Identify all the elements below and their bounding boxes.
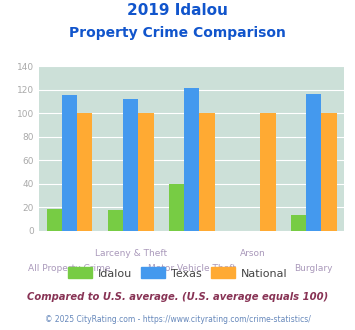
Bar [77,113,92,231]
Text: Property Crime Comparison: Property Crime Comparison [69,26,286,40]
Bar [47,209,62,231]
Legend: Idalou, Texas, National: Idalou, Texas, National [63,263,292,283]
Bar [291,214,306,231]
Text: 2019 Idalou: 2019 Idalou [127,3,228,18]
Text: Compared to U.S. average. (U.S. average equals 100): Compared to U.S. average. (U.S. average … [27,292,328,302]
Bar [169,184,184,231]
Text: Larceny & Theft: Larceny & Theft [94,249,167,258]
Bar [200,113,214,231]
Text: Burglary: Burglary [295,264,333,273]
Bar [138,113,153,231]
Text: © 2025 CityRating.com - https://www.cityrating.com/crime-statistics/: © 2025 CityRating.com - https://www.city… [45,315,310,324]
Bar [261,113,275,231]
Bar [306,94,322,231]
Text: Arson: Arson [240,249,266,258]
Text: Motor Vehicle Theft: Motor Vehicle Theft [148,264,236,273]
Bar [123,99,138,231]
Bar [108,210,123,231]
Text: All Property Crime: All Property Crime [28,264,111,273]
Bar [62,95,77,231]
Bar [184,88,200,231]
Bar [322,113,337,231]
